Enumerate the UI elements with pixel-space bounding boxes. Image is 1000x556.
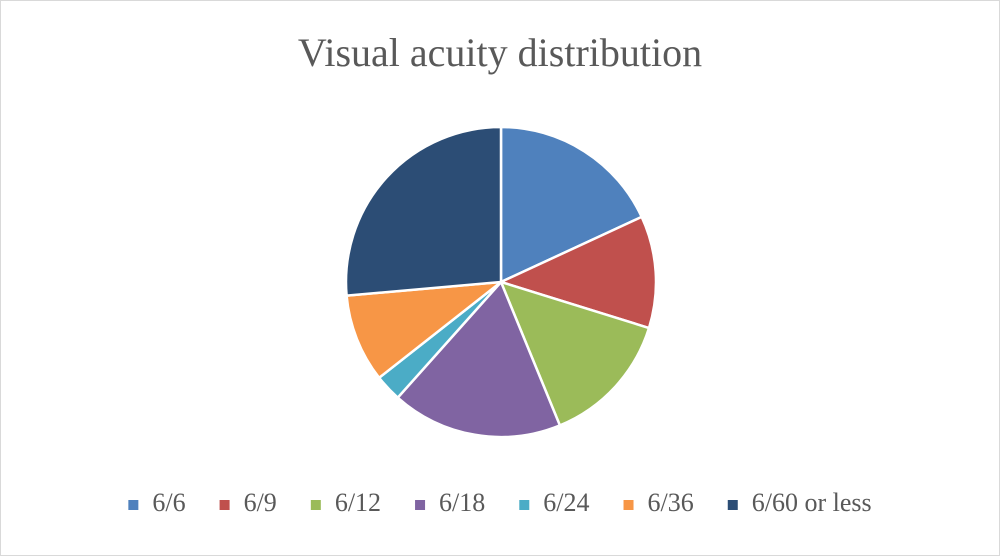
legend-label: 6/6 <box>152 488 185 517</box>
legend-label: 6/60 or less <box>752 488 872 517</box>
pie-slice <box>345 280 506 380</box>
legend: 6/6 6/9 6/12 6/18 6/24 6/36 6/60 or less <box>128 488 872 517</box>
legend-marker <box>310 500 321 510</box>
pie-slice <box>497 215 658 330</box>
legend-marker <box>128 500 139 510</box>
chart-title: Visual acuity distribution <box>298 30 702 75</box>
pie-slice <box>344 125 503 297</box>
pie-slice <box>499 125 644 284</box>
legend-marker <box>415 500 426 510</box>
legend-label: 6/12 <box>335 488 381 517</box>
legend-label: 6/9 <box>244 488 277 517</box>
legend-marker <box>623 500 634 510</box>
pie-slice <box>498 280 651 428</box>
legend-label: 6/36 <box>648 488 694 517</box>
pie-slice <box>396 279 562 439</box>
legend-marker <box>519 500 530 510</box>
legend-marker <box>219 500 230 510</box>
legend-label: 6/24 <box>543 488 589 517</box>
legend-label: 6/18 <box>439 488 485 517</box>
legend-marker <box>727 500 738 510</box>
